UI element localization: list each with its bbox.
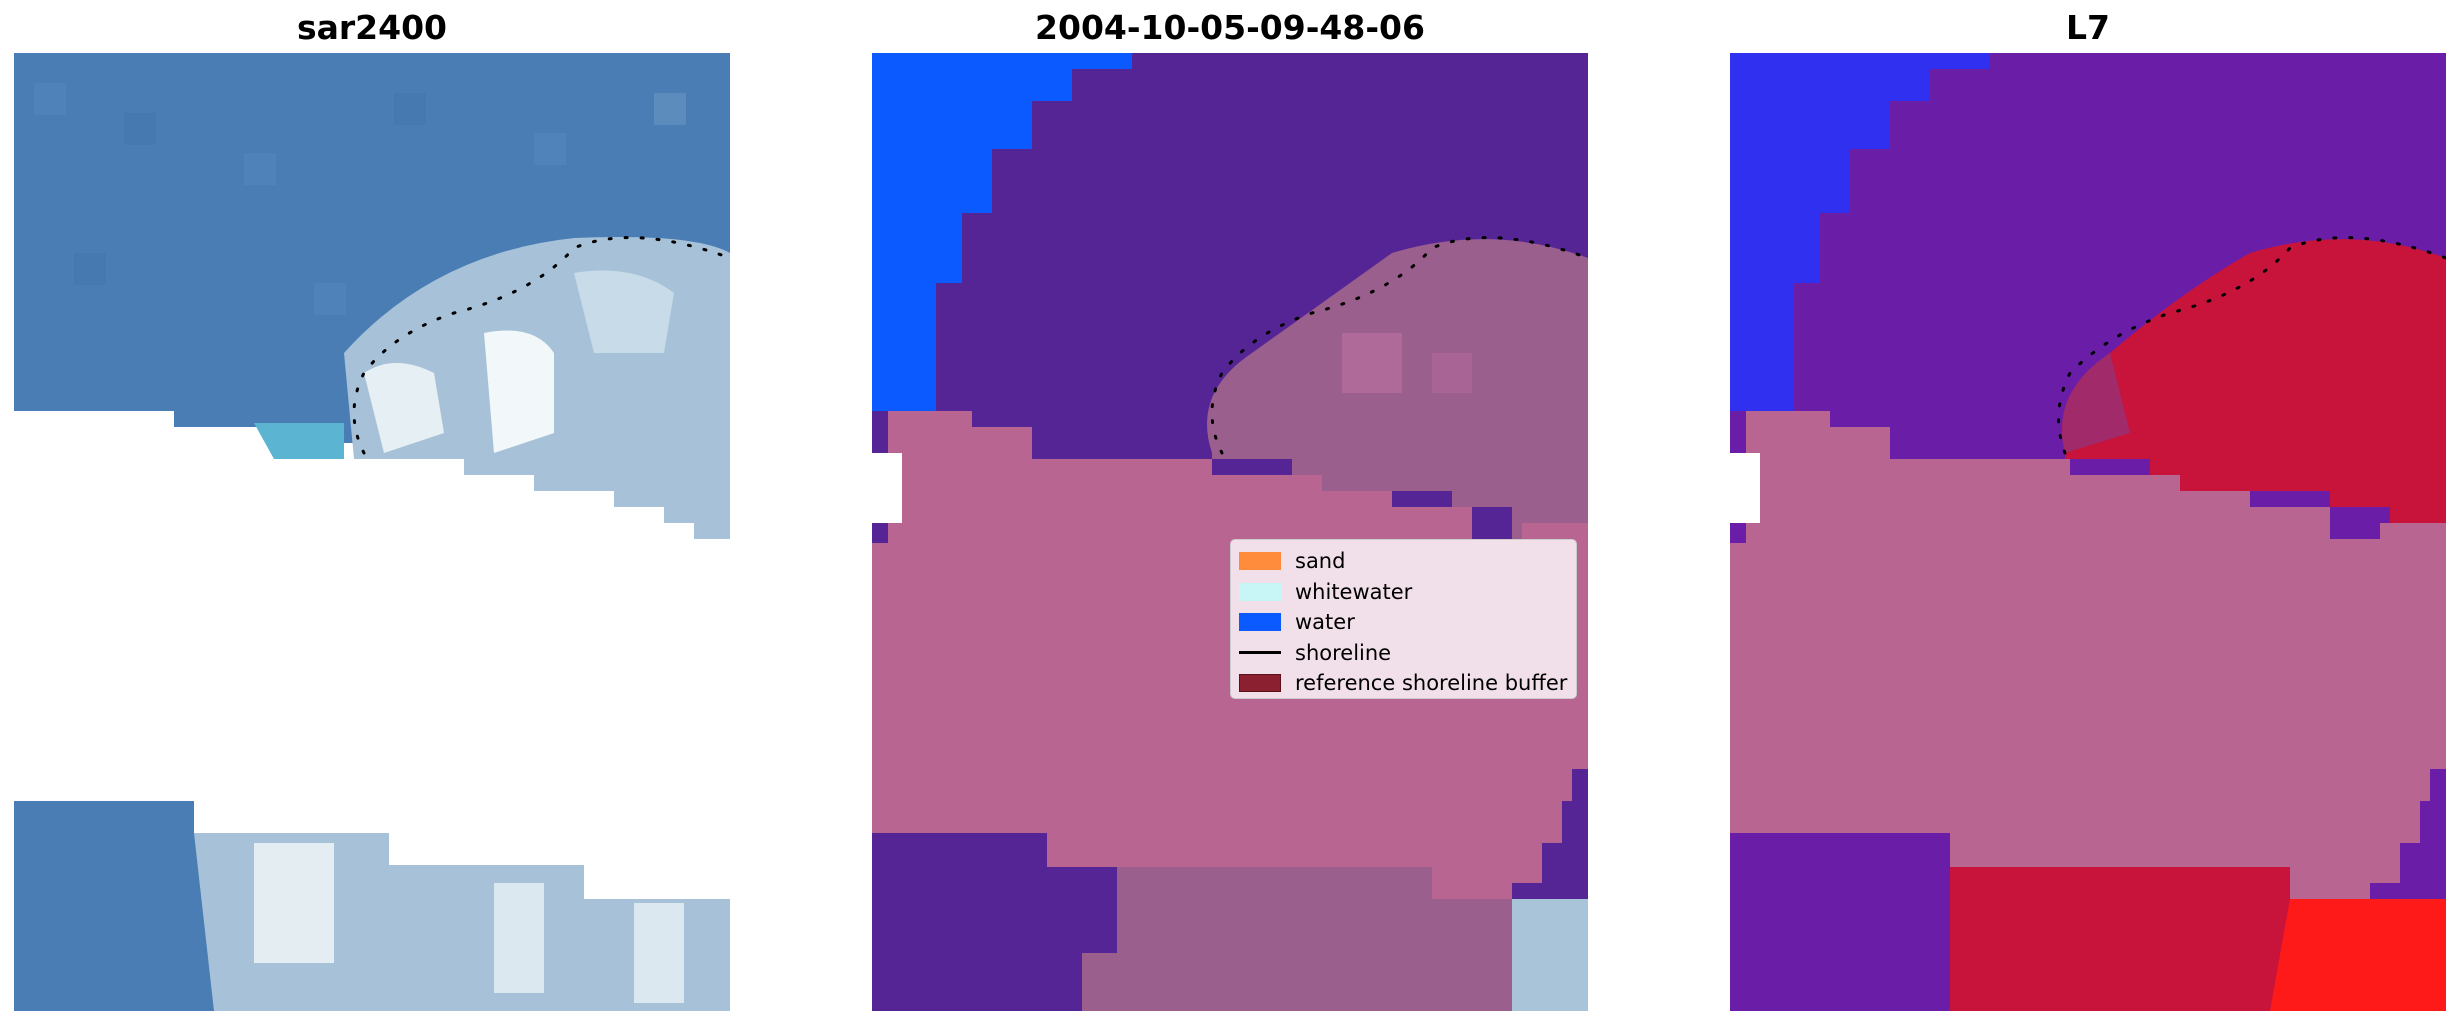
white-bottom <box>1512 899 1588 1011</box>
index-red <box>2062 239 2446 539</box>
rgb-whitewater-3 <box>574 270 674 353</box>
rgb-shoreline <box>352 236 730 455</box>
index-image <box>1730 53 2446 1011</box>
shoreline-swatch <box>1239 651 1281 655</box>
classified-image-panel <box>872 53 1588 1011</box>
buffer-swatch <box>1239 674 1281 693</box>
index-buffer <box>1730 411 2446 899</box>
rgb-shallow <box>254 423 344 459</box>
legend-item-shoreline: shoreline <box>1239 638 1568 669</box>
rgb-whitewater-bottom-2 <box>494 883 544 993</box>
index-purple-bottom <box>1730 833 1950 1011</box>
legend-item-whitewater: whitewater <box>1239 577 1568 608</box>
legend-label: reference shoreline buffer <box>1295 671 1568 696</box>
index-red-bottom <box>1950 867 2370 1011</box>
legend-label: sand <box>1295 549 1346 574</box>
rgb-texture <box>34 83 686 315</box>
legend-item-water: water <box>1239 607 1568 638</box>
rgb-whitewater-bottom-1 <box>254 843 334 963</box>
legend-item-sand: sand <box>1239 546 1568 577</box>
rgb-whitewater-1 <box>364 363 444 453</box>
index-image-panel <box>1730 53 2446 1011</box>
panel-title-rgb: sar2400 <box>296 8 448 47</box>
index-pink-fade <box>2062 353 2130 453</box>
classified-image <box>872 53 1588 1011</box>
index-shoreline <box>2057 236 2446 455</box>
whitewater-swatch <box>1239 582 1281 601</box>
white-gap <box>872 453 902 523</box>
index-white-gap <box>1730 453 1760 523</box>
water-class <box>872 53 1132 411</box>
legend-label: whitewater <box>1295 579 1413 604</box>
rgb-ocean-bottom <box>14 801 244 1011</box>
rgb-image-panel <box>14 53 730 1011</box>
water-swatch <box>1239 613 1281 632</box>
legend-label: shoreline <box>1295 640 1392 665</box>
index-blue <box>1730 53 1990 411</box>
legend-label: water <box>1295 610 1355 635</box>
sand-swatch <box>1239 552 1281 571</box>
index-bright-red <box>2270 899 2446 1011</box>
surf-bottom <box>1082 867 1512 1011</box>
surf-texture-2 <box>1432 353 1472 393</box>
panel-title-index: L7 <box>2066 8 2110 47</box>
rgb-whitewater-bottom-3 <box>634 903 684 1003</box>
surf-texture-1 <box>1342 333 1402 393</box>
legend-item-buffer: reference shoreline buffer <box>1239 668 1568 699</box>
deep-bottom <box>872 833 1047 1011</box>
classified-shoreline <box>1210 236 1588 455</box>
panel-title-classified: 2004-10-05-09-48-06 <box>1035 8 1425 47</box>
legend: sand whitewater water shoreline referenc… <box>1230 539 1577 699</box>
rgb-whitewater-2 <box>484 330 554 453</box>
rgb-image <box>14 53 730 1011</box>
